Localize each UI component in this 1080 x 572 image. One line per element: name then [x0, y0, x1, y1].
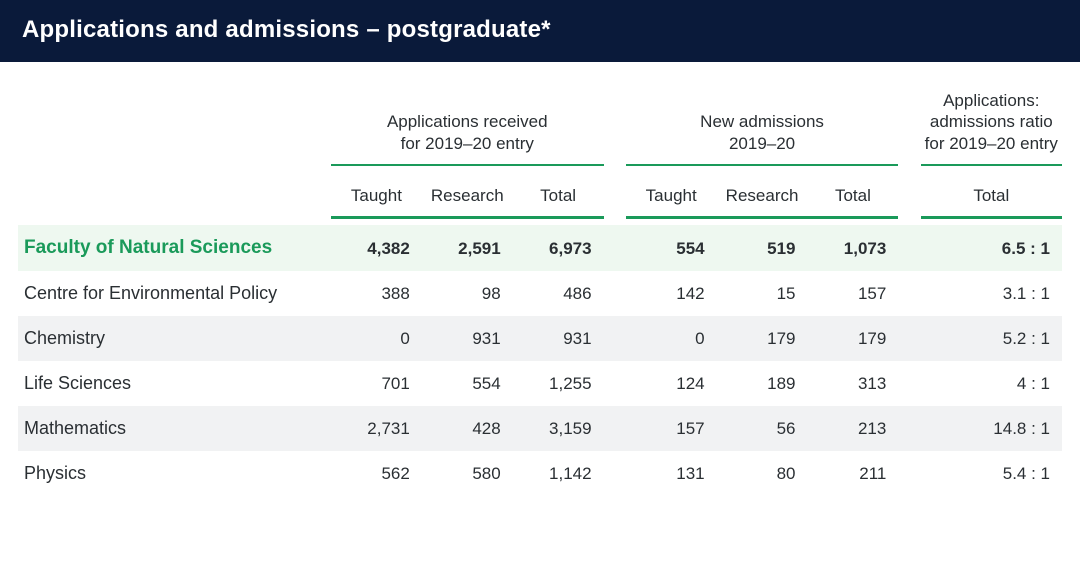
faculty-adm-taught: 554 — [626, 225, 717, 271]
col-adm-research: Research — [717, 165, 808, 218]
cell-app-taught: 388 — [331, 271, 422, 316]
cell-adm-research: 80 — [717, 451, 808, 496]
cell-adm-research: 56 — [717, 406, 808, 451]
group-header-ratio: Applications: admissions ratio for 2019–… — [921, 62, 1062, 165]
row-label: Chemistry — [18, 316, 331, 361]
page-title: Applications and admissions – postgradua… — [0, 0, 1080, 62]
cell-app-total: 3,159 — [513, 406, 604, 451]
cell-app-taught: 0 — [331, 316, 422, 361]
cell-ratio: 14.8 : 1 — [921, 406, 1062, 451]
cell-app-taught: 701 — [331, 361, 422, 406]
cell-adm-total: 179 — [807, 316, 898, 361]
table-row: Life Sciences7015541,255 124189313 4 : 1 — [18, 361, 1062, 406]
admissions-table: Applications received for 2019–20 entry … — [18, 62, 1062, 496]
cell-ratio: 3.1 : 1 — [921, 271, 1062, 316]
col-adm-total: Total — [807, 165, 898, 218]
cell-app-research: 98 — [422, 271, 513, 316]
col-app-research: Research — [422, 165, 513, 218]
group-header-row: Applications received for 2019–20 entry … — [18, 62, 1062, 165]
col-app-total: Total — [513, 165, 604, 218]
cell-app-total: 931 — [513, 316, 604, 361]
table-row: Physics5625801,142 13180211 5.4 : 1 — [18, 451, 1062, 496]
cell-ratio: 5.2 : 1 — [921, 316, 1062, 361]
cell-app-research: 554 — [422, 361, 513, 406]
cell-ratio: 4 : 1 — [921, 361, 1062, 406]
cell-ratio: 5.4 : 1 — [921, 451, 1062, 496]
cell-adm-taught: 142 — [626, 271, 717, 316]
faculty-app-total: 6,973 — [513, 225, 604, 271]
faculty-label: Faculty of Natural Sciences — [18, 225, 331, 271]
cell-adm-total: 157 — [807, 271, 898, 316]
cell-adm-taught: 124 — [626, 361, 717, 406]
row-label: Mathematics — [18, 406, 331, 451]
cell-app-taught: 562 — [331, 451, 422, 496]
cell-app-research: 931 — [422, 316, 513, 361]
col-ratio-total: Total — [921, 165, 1062, 218]
faculty-app-research: 2,591 — [422, 225, 513, 271]
cell-adm-total: 213 — [807, 406, 898, 451]
cell-app-total: 1,142 — [513, 451, 604, 496]
table-row: Chemistry093193101791795.2 : 1 — [18, 316, 1062, 361]
cell-app-taught: 2,731 — [331, 406, 422, 451]
row-label: Physics — [18, 451, 331, 496]
group-header-admissions: New admissions 2019–20 — [626, 62, 899, 165]
cell-app-research: 580 — [422, 451, 513, 496]
row-label: Centre for Environmental Policy — [18, 271, 331, 316]
table-row: Centre for Environmental Policy38898486 1… — [18, 271, 1062, 316]
faculty-app-taught: 4,382 — [331, 225, 422, 271]
group-header-applications: Applications received for 2019–20 entry — [331, 62, 604, 165]
cell-adm-total: 313 — [807, 361, 898, 406]
col-adm-taught: Taught — [626, 165, 717, 218]
admissions-table-container: Applications received for 2019–20 entry … — [0, 62, 1080, 514]
faculty-row: Faculty of Natural Sciences 4,382 2,591 … — [18, 225, 1062, 271]
cell-adm-research: 179 — [717, 316, 808, 361]
col-app-taught: Taught — [331, 165, 422, 218]
cell-adm-taught: 0 — [626, 316, 717, 361]
cell-adm-taught: 131 — [626, 451, 717, 496]
cell-adm-research: 15 — [717, 271, 808, 316]
table-row: Mathematics2,7314283,159 15756213 14.8 : 1 — [18, 406, 1062, 451]
cell-app-research: 428 — [422, 406, 513, 451]
faculty-adm-total: 1,073 — [807, 225, 898, 271]
faculty-ratio: 6.5 : 1 — [921, 225, 1062, 271]
cell-app-total: 486 — [513, 271, 604, 316]
cell-adm-research: 189 — [717, 361, 808, 406]
cell-app-total: 1,255 — [513, 361, 604, 406]
faculty-adm-research: 519 — [717, 225, 808, 271]
cell-adm-taught: 157 — [626, 406, 717, 451]
sub-header-row: Taught Research Total Taught Research To… — [18, 165, 1062, 218]
cell-adm-total: 211 — [807, 451, 898, 496]
row-label: Life Sciences — [18, 361, 331, 406]
